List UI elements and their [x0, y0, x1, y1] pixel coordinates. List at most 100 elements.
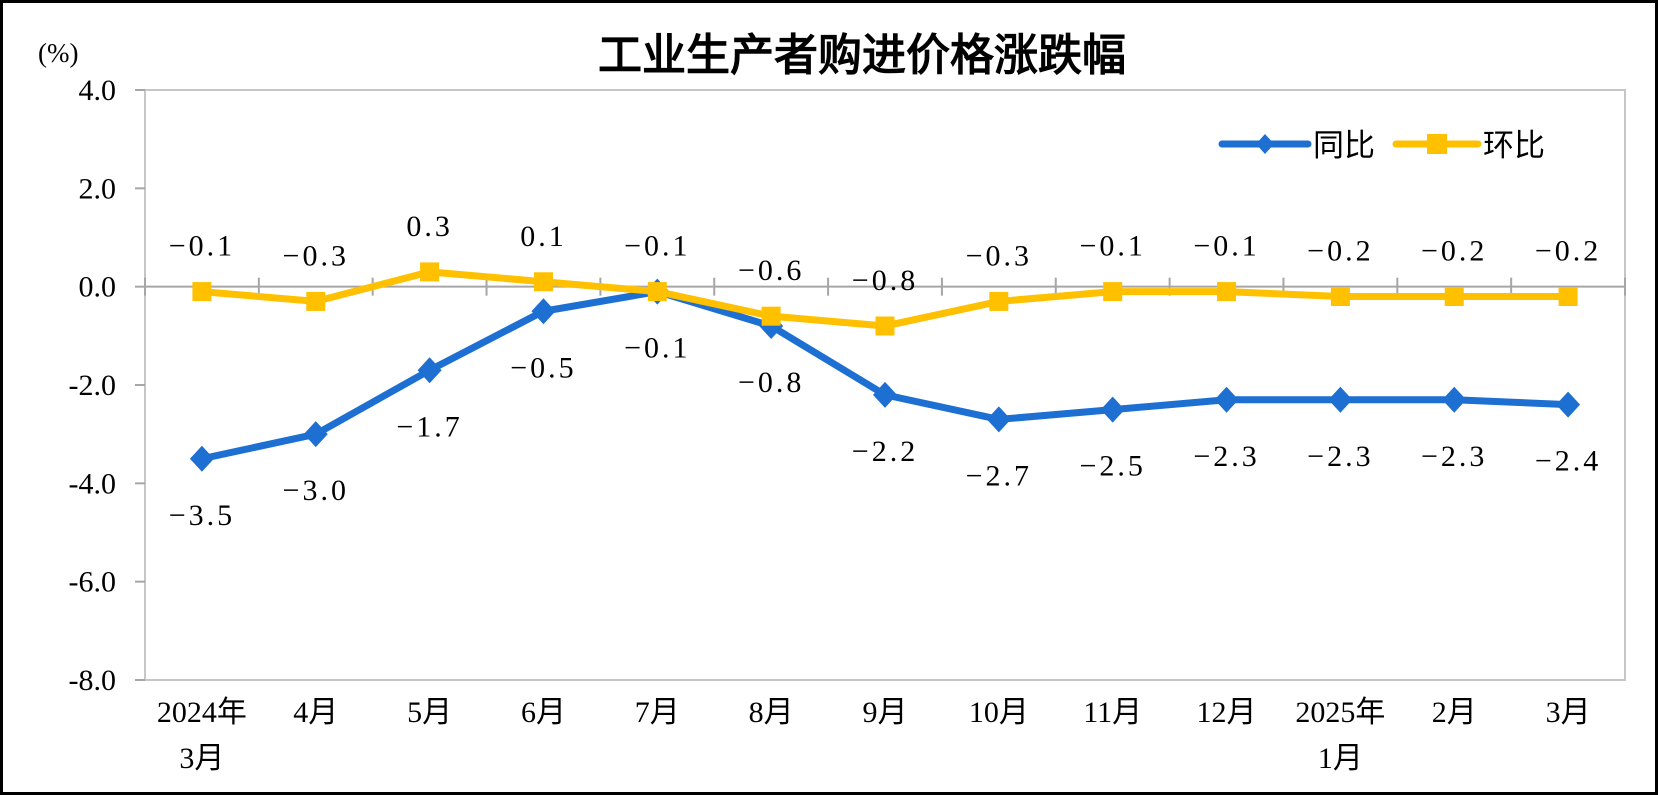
data-label-mom: −0.2 [1421, 235, 1487, 268]
data-label-yoy: −2.4 [1535, 445, 1601, 478]
data-point-marker-mom [1217, 282, 1237, 302]
x-axis-category-label: 5月 [407, 696, 452, 729]
legend-label-yoy: 同比 [1313, 128, 1375, 163]
series-mom: −0.1 −0.3 0.3 0.1 −0.1 −0.6 −0.8 −0.3 −0.1 −0.1 −0… [169, 210, 1601, 336]
data-point-marker-yoy [189, 445, 214, 472]
data-point-marker-mom [192, 282, 212, 302]
data-point-marker-yoy [986, 406, 1011, 433]
data-label-mom: 0.3 [406, 210, 453, 243]
data-label-mom: −0.1 [169, 230, 235, 263]
legend-marker-yoy [1256, 134, 1274, 154]
y-axis-tick-label: 4.0 [79, 74, 117, 107]
data-label-yoy: −2.5 [1079, 450, 1145, 483]
x-axis-category-line: 11月 [1083, 696, 1142, 729]
data-point-marker-mom [1444, 287, 1464, 306]
x-axis-category-line: 3月 [179, 742, 224, 775]
data-label-mom: 0.1 [520, 220, 567, 253]
y-axis-tick-label: -6.0 [69, 566, 117, 599]
data-point-marker-yoy [1328, 386, 1353, 413]
series-yoy: −3.5 −3.0 −1.7 −0.5 −0.1 −0.8 −2.2 −2.7 −2.5 −2.3… [169, 278, 1601, 532]
data-label-mom: −0.1 [1079, 230, 1145, 263]
data-label-mom: −0.3 [966, 239, 1032, 272]
x-axis-category-label: 4月 [293, 696, 338, 729]
data-label-mom: −0.2 [1307, 235, 1373, 268]
y-axis-tick-label: -8.0 [69, 664, 117, 697]
x-axis-category-line: 5月 [407, 696, 452, 729]
x-axis-category-label: 6月 [521, 696, 566, 729]
data-point-marker-yoy [873, 381, 897, 408]
y-axis-tick-label: 2.0 [79, 172, 117, 205]
data-point-marker-mom [306, 291, 326, 311]
y-axis-tick-label: -2.0 [69, 369, 117, 402]
y-axis-tick-label: 0.0 [79, 271, 117, 304]
data-label-yoy: −2.7 [966, 459, 1032, 492]
data-label-mom: −0.1 [624, 230, 690, 263]
data-label-mom: −0.2 [1535, 235, 1601, 268]
data-point-marker-mom [1330, 287, 1350, 306]
x-axis-category-label: 9月 [863, 696, 908, 729]
x-axis-category-line: 2025年 [1295, 696, 1385, 729]
x-axis-category-line: 2024年 [157, 696, 247, 729]
data-label-yoy: −2.3 [1421, 440, 1487, 473]
data-label-mom: −0.6 [738, 254, 804, 287]
x-axis-category-line: 3月 [1546, 696, 1591, 729]
x-axis-category-label: 11月 [1083, 696, 1142, 729]
x-axis-category-line: 12月 [1197, 696, 1257, 729]
legend-marker-mom [1427, 134, 1447, 154]
data-label-yoy: −1.7 [396, 410, 462, 443]
x-axis-category-line: 8月 [749, 696, 794, 729]
x-axis-category-line: 4月 [293, 696, 338, 729]
x-axis-category-line: 9月 [863, 696, 908, 729]
data-point-marker-mom [1103, 282, 1123, 302]
data-point-marker-mom [420, 262, 440, 282]
legend-label-mom: 环比 [1483, 128, 1545, 163]
data-point-marker-yoy [531, 298, 556, 325]
data-label-yoy: −2.3 [1193, 440, 1259, 473]
x-axis-category-label: 8月 [749, 696, 794, 729]
x-axis-category-line: 7月 [635, 696, 680, 729]
data-point-marker-yoy [1556, 391, 1581, 418]
data-point-marker-yoy [1442, 386, 1467, 413]
data-label-yoy: −0.8 [738, 366, 804, 399]
data-label-yoy: −3.0 [283, 474, 349, 507]
data-label-yoy: −0.1 [624, 332, 690, 365]
data-point-marker-mom [989, 291, 1009, 311]
data-label-yoy: −0.5 [510, 351, 576, 384]
x-axis-category-label: 7月 [635, 696, 680, 729]
data-label-yoy: −3.5 [169, 499, 235, 532]
data-point-marker-mom [1558, 287, 1578, 306]
x-axis-category-label: 2024年 3月 [157, 696, 247, 775]
data-label-mom: −0.1 [1193, 230, 1259, 263]
data-point-marker-mom [761, 306, 781, 326]
legend: 同比 环比 [1218, 128, 1545, 163]
data-point-marker-mom [533, 272, 553, 292]
x-axis-category-label: 3月 [1546, 696, 1591, 729]
y-axis-unit-label: (%) [38, 38, 78, 68]
x-axis-category-label: 10月 [969, 696, 1029, 729]
plot-area: 4.0 2.0 0.0 -2.0 -4.0 -6.0 -8.0 2024年 3月 4月 5月 6月 7月… [69, 74, 1626, 775]
data-label-yoy: −2.3 [1307, 440, 1373, 473]
y-axis-tick-label: -4.0 [69, 467, 117, 500]
data-point-marker-yoy [417, 357, 442, 384]
data-point-marker-yoy [303, 421, 328, 448]
data-label-mom: −0.8 [852, 264, 918, 297]
x-axis-category-label: 12月 [1197, 696, 1257, 729]
x-axis-category-line: 2月 [1432, 696, 1477, 729]
legend-item-yoy: 同比 [1218, 128, 1375, 163]
data-point-marker-mom [647, 282, 667, 302]
x-axis-category-line: 10月 [969, 696, 1029, 729]
x-axis-category-line: 1月 [1318, 742, 1363, 775]
x-axis-category-label: 2月 [1432, 696, 1477, 729]
x-axis-category-label: 2025年 1月 [1295, 696, 1385, 775]
data-point-marker-mom [875, 316, 895, 336]
data-point-marker-yoy [1214, 386, 1239, 413]
chart-title: 工业生产者购进价格涨跌幅 [598, 31, 1126, 80]
data-point-marker-yoy [1100, 396, 1125, 423]
x-axis-category-line: 6月 [521, 696, 566, 729]
data-label-yoy: −2.2 [852, 435, 918, 468]
legend-item-mom: 环比 [1392, 128, 1545, 163]
data-label-mom: −0.3 [283, 239, 349, 272]
